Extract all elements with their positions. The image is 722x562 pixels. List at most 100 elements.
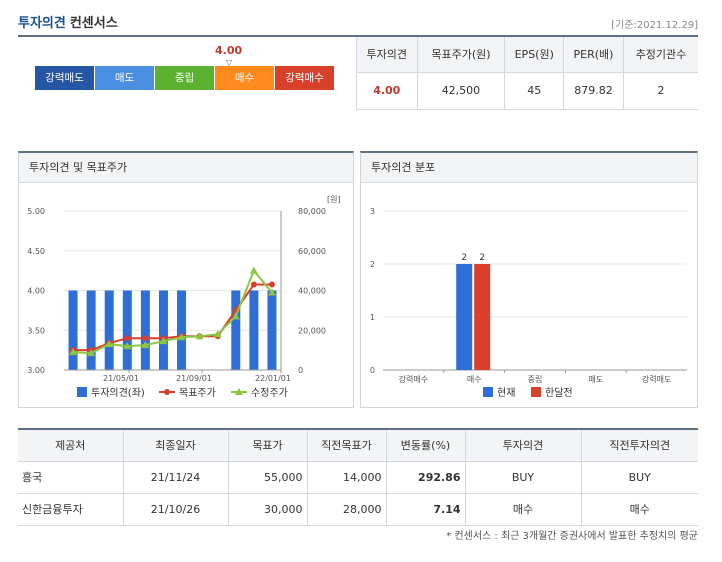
target-price-point: [250, 281, 257, 288]
category-label: 강력매도: [642, 374, 671, 384]
category-label: 매수: [467, 375, 482, 384]
revised-price-point: [159, 337, 168, 345]
revised-price-point: [141, 341, 150, 349]
brk-header: 변동률(%): [385, 428, 466, 462]
table-row: 흥국 21/11/24 55,000 14,000 292.86 BUY BUY: [18, 460, 698, 494]
x-tick: 21/05/01: [103, 374, 139, 383]
broker-date: 21/11/24: [122, 460, 229, 494]
scale-seg-buy: 매수: [215, 66, 275, 90]
opinion-distribution-panel: 투자의견 분포 3 2 1 0 강력매수 매수 2 2 중립 매도 강력매도 현재 한달전: [360, 151, 698, 408]
revised-price-point: [69, 348, 78, 356]
table-row: 신한금융투자 21/10/26 30,000 28,000 7.14 매수 매수: [18, 492, 698, 526]
sum-header: EPS(원): [504, 37, 565, 73]
scale-seg-strong-buy: 강력매수: [275, 66, 335, 90]
sum-eps: 45: [504, 71, 565, 110]
revised-price-point: [267, 288, 276, 296]
revised-price-point: [195, 332, 204, 340]
broker-prev-opinion: 매수: [580, 492, 698, 526]
y-right-tick: 0: [298, 366, 303, 375]
broker-change: 292.86: [385, 460, 466, 494]
y-left-tick: 5.00: [27, 207, 45, 216]
revised-price-point: [231, 312, 240, 320]
sum-per: 879.82: [563, 71, 624, 110]
legend-prev-swatch: [531, 387, 541, 397]
y-right-tick: 80,000: [298, 207, 326, 216]
sum-header: 투자의견: [356, 37, 418, 73]
brk-header: 최종일자: [122, 428, 229, 462]
sum-header: 목표주가(원): [416, 37, 506, 73]
bar-value-label: 2: [479, 253, 485, 263]
y-left-tick: 3.50: [27, 326, 45, 335]
scale-seg-strong-sell: 강력매도: [35, 66, 95, 90]
broker-name: 흥국: [18, 460, 124, 494]
scale-current-value: 4.00: [215, 44, 243, 57]
legend-target-marker: [164, 389, 170, 395]
broker-change: 7.14: [385, 492, 466, 526]
opinion-bar: [122, 290, 132, 370]
broker-target: 55,000: [227, 460, 308, 494]
scale-seg-sell: 매도: [95, 66, 155, 90]
brk-header: 투자의견: [464, 428, 582, 462]
sum-institution-count: 2: [622, 71, 698, 110]
legend-current-swatch: [483, 387, 493, 397]
target-price-point: [124, 335, 131, 342]
opinion-bar: [86, 290, 96, 370]
opinion-bar: [68, 290, 78, 370]
legend-current: 현재: [497, 387, 515, 399]
y-tick: 1: [370, 313, 375, 322]
category-label: 강력매수: [399, 374, 428, 384]
brk-header: 목표가: [227, 428, 308, 462]
bar-value-label: 2: [461, 253, 467, 263]
base-date: [기준:2021.12.29]: [611, 20, 698, 31]
section-title: 투자의견 컨센서스: [18, 12, 118, 31]
broker-prev-target: 14,000: [306, 460, 387, 494]
opinion-bar: [177, 290, 187, 370]
brk-header: 제공처: [18, 428, 124, 462]
scale-seg-neutral: 중립: [155, 66, 215, 90]
y-right-tick: 60,000: [298, 247, 326, 256]
y-right-tick: 20,000: [298, 326, 326, 335]
broker-opinion: BUY: [464, 460, 582, 494]
legend-revised: 수정주가: [251, 387, 288, 399]
y-right-unit: [원]: [327, 195, 341, 204]
y-left-tick: 4.50: [27, 247, 45, 256]
broker-target: 30,000: [227, 492, 308, 526]
y-tick: 2: [370, 260, 375, 269]
broker-opinion: 매수: [464, 492, 582, 526]
brk-header: 직전목표가: [306, 428, 387, 462]
y-right-tick: 40,000: [298, 287, 326, 296]
legend-opinion: 투자의견(좌): [91, 387, 145, 399]
revised-price-line: [72, 268, 273, 355]
broker-date: 21/10/26: [122, 492, 229, 526]
opinion-bar: [158, 290, 168, 370]
y-tick: 0: [370, 366, 375, 375]
sum-header: PER(배): [563, 37, 624, 73]
target-price-line: [73, 283, 272, 352]
revised-price-point: [123, 342, 132, 350]
sum-target-price: 42,500: [416, 71, 506, 110]
revised-price-point: [213, 330, 222, 338]
consensus-summary-table: 투자의견 목표주가(원) EPS(원) PER(배) 추정기관수 4.00 42…: [356, 37, 698, 110]
target-price-point: [142, 335, 149, 342]
opinion-bar: [140, 290, 150, 370]
x-tick: 22/01/01: [255, 374, 291, 383]
category-label: 매도: [588, 375, 603, 384]
distribution-bar: [456, 264, 473, 370]
sum-header: 추정기관수: [622, 37, 698, 73]
revised-price-point: [177, 333, 186, 341]
y-left-tick: 3.00: [27, 366, 45, 375]
header-divider: [18, 35, 698, 37]
x-tick: 21/09/01: [176, 374, 212, 383]
distribution-bar: [474, 264, 491, 370]
panel-title: 투자의견 및 목표주가: [19, 153, 353, 183]
sum-opinion-value: 4.00: [356, 71, 418, 110]
footnote: * 컨센서스 : 최근 3개월간 증권사에서 발표한 추정치의 평균: [446, 531, 698, 542]
title-part2: 컨센서스: [69, 16, 118, 31]
legend-opinion-swatch: [77, 387, 87, 397]
scale-marker-icon: ▽: [226, 58, 233, 67]
opinion-bar: [267, 290, 277, 370]
brk-header: 직전투자의견: [580, 428, 698, 462]
target-price-point: [268, 281, 275, 288]
opinion-scale: 강력매도 매도 중립 매수 강력매수: [35, 66, 335, 90]
